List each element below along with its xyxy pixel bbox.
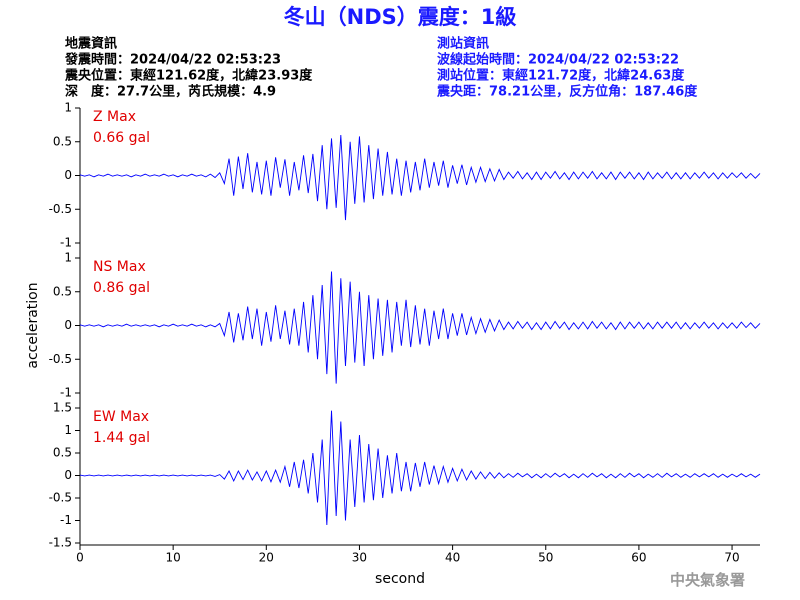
x-tick-label: 10 [166,551,181,565]
y-axis-label: acceleration [25,282,41,368]
x-axis-label: second [375,571,425,587]
y-tick-label: 1 [64,423,72,437]
panel-label: Z Max [93,109,136,125]
y-tick-label: 0.5 [53,134,72,148]
title: 冬山（NDS）震度：1級 [284,5,517,29]
info-left: 地震資訊 [65,36,117,52]
x-tick-label: 30 [352,551,367,565]
info-left: 發震時間：2024/04/22 02:53:23 [64,52,281,68]
y-tick-label: -0.5 [49,491,72,505]
x-tick-label: 40 [445,551,460,565]
info-right: 震央距：78.21公里，反方位角：187.46度 [436,84,698,100]
x-tick-label: 70 [724,551,739,565]
y-tick-label: 1 [64,251,72,265]
y-tick-label: -1 [60,513,72,527]
y-tick-label: 0 [64,168,72,182]
x-tick-label: 60 [631,551,646,565]
y-tick-label: 0 [64,318,72,332]
panel-max: 0.86 gal [93,280,150,296]
panel-max: 0.66 gal [93,130,150,146]
x-tick-label: 20 [259,551,274,565]
panel-label: EW Max [93,409,149,425]
waveform [79,271,761,384]
y-tick-label: 0.5 [53,446,72,460]
panel-max: 1.44 gal [93,430,150,446]
info-left: 深 度：27.7公里，芮氏規模：4.9 [65,84,276,100]
footer: 中央氣象署 [670,571,745,589]
y-tick-label: -0.5 [49,352,72,366]
y-tick-label: -0.5 [49,202,72,216]
y-tick-label: -1 [60,386,72,400]
y-tick-label: -1 [60,236,72,250]
y-tick-label: 0.5 [53,284,72,298]
panel-label: NS Max [93,259,146,275]
y-tick-label: 1.5 [53,401,72,415]
waveform [79,410,761,526]
waveform [79,134,761,221]
info-right: 測站位置：東經121.72度，北緯24.63度 [437,68,685,84]
x-tick-label: 50 [538,551,553,565]
y-tick-label: 0 [64,468,72,482]
y-tick-label: -1.5 [49,536,72,550]
y-tick-label: 1 [64,101,72,115]
x-tick-label: 0 [76,551,84,565]
info-right: 波線起始時間：2024/04/22 02:53:22 [437,52,679,68]
info-right: 測站資訊 [437,36,489,52]
info-left: 震央位置：東經121.62度，北緯23.93度 [64,68,313,84]
